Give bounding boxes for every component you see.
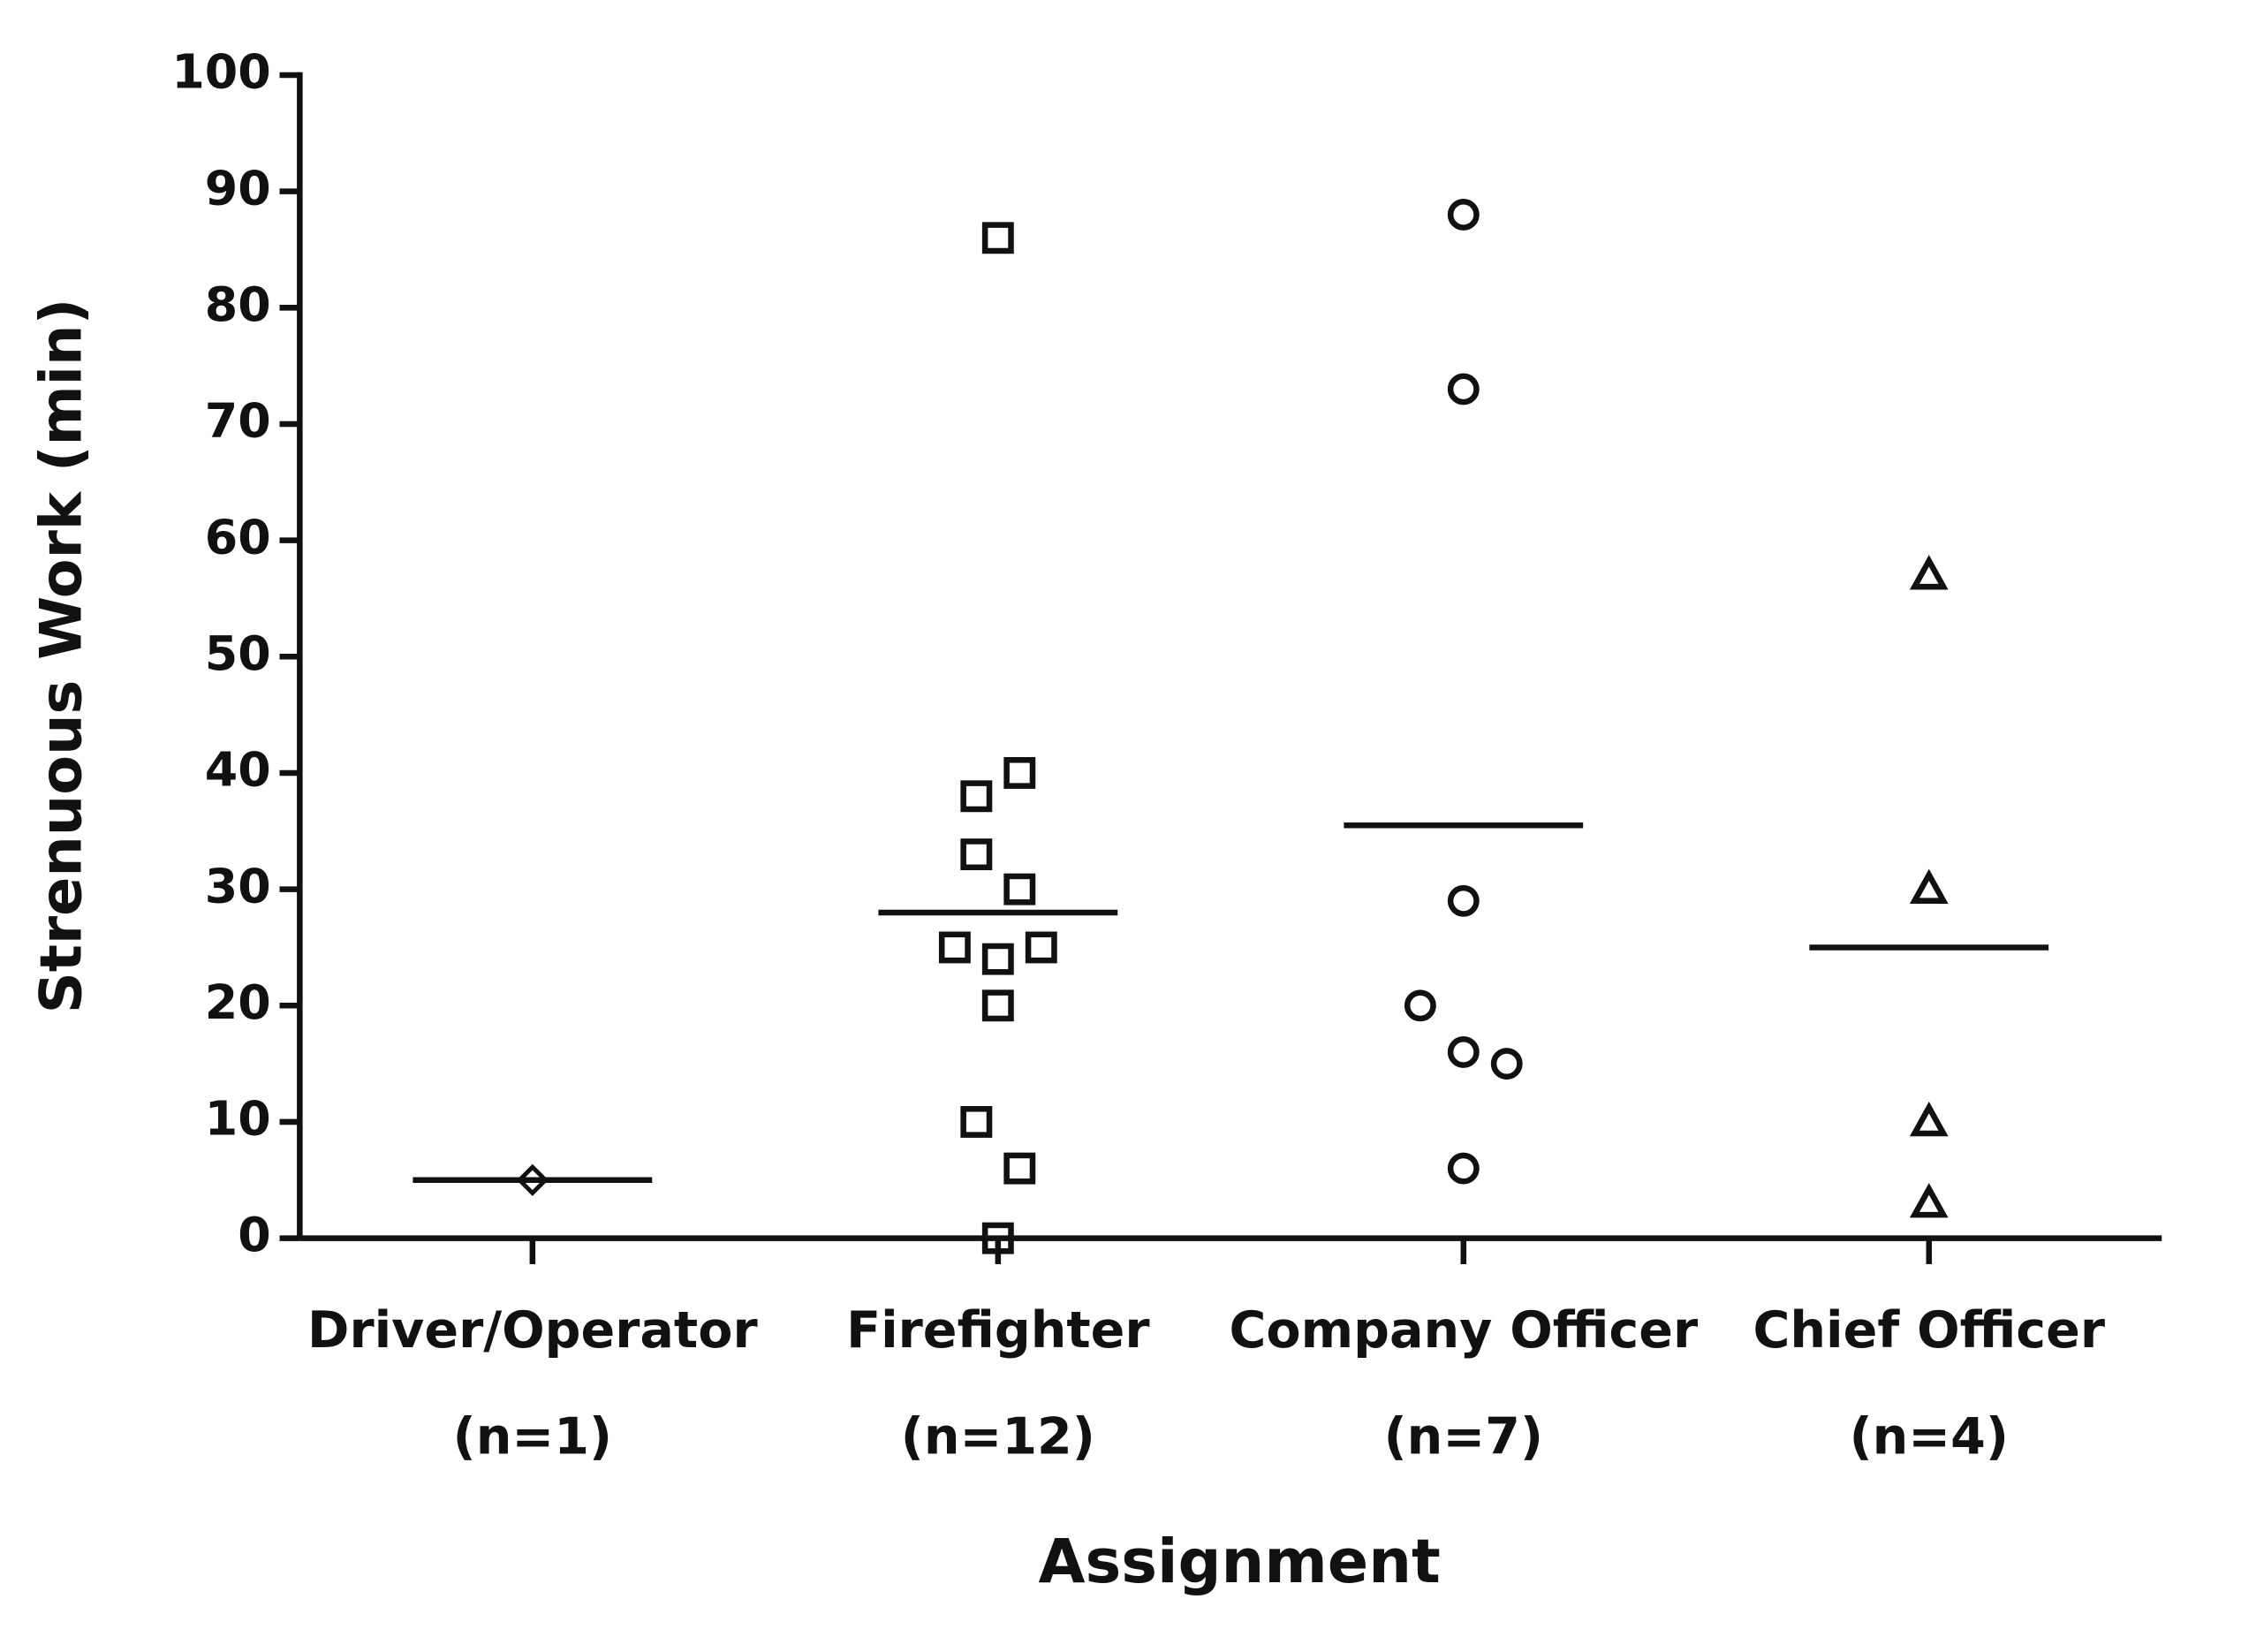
y-tick-label: 50 xyxy=(205,625,271,681)
point xyxy=(981,989,1014,1022)
point xyxy=(981,943,1014,975)
point xyxy=(1909,1183,1949,1218)
x-tick-sublabel: (n=12) xyxy=(901,1408,1095,1466)
x-tick-sublabel: (n=4) xyxy=(1850,1408,2009,1466)
point xyxy=(960,1106,993,1138)
x-tick-label: Chief Officer xyxy=(1753,1301,2105,1360)
y-tick-label: 40 xyxy=(205,742,271,798)
point xyxy=(1003,873,1036,906)
point xyxy=(1404,989,1436,1022)
y-tick-label: 100 xyxy=(171,44,270,100)
point xyxy=(1909,1101,1949,1137)
x-tick-sublabel: (n=1) xyxy=(453,1408,612,1466)
y-tick-label: 10 xyxy=(205,1091,271,1147)
point xyxy=(981,222,1014,254)
point xyxy=(981,1222,1014,1254)
x-tick-label: Company Officer xyxy=(1229,1301,1698,1360)
y-tick-label: 20 xyxy=(205,974,271,1030)
x-tick-label: Driver/Operator xyxy=(307,1301,758,1360)
point xyxy=(1447,199,1480,231)
x-axis-label: Assignment xyxy=(1038,1527,1440,1597)
point xyxy=(516,1163,549,1196)
y-tick-label: 90 xyxy=(205,160,271,216)
point xyxy=(938,931,971,964)
x-tick-label: Firefighter xyxy=(846,1301,1149,1360)
point xyxy=(960,838,993,871)
y-tick-label: 80 xyxy=(205,277,271,332)
y-tick-label: 30 xyxy=(205,858,271,913)
point xyxy=(1025,931,1057,964)
point xyxy=(1909,555,1949,590)
y-tick-label: 0 xyxy=(238,1207,270,1262)
point xyxy=(1447,1036,1480,1068)
point xyxy=(1447,1152,1480,1185)
y-axis-label: Strenuous Work (min) xyxy=(27,299,95,1014)
point xyxy=(1909,868,1949,904)
point xyxy=(1003,1152,1036,1185)
y-tick-label: 60 xyxy=(205,509,271,565)
point xyxy=(1447,884,1480,917)
point xyxy=(1490,1048,1523,1080)
point xyxy=(1447,373,1480,405)
y-tick-label: 70 xyxy=(205,393,271,449)
point xyxy=(960,780,993,813)
x-tick-sublabel: (n=7) xyxy=(1384,1408,1543,1466)
point xyxy=(1003,757,1036,789)
